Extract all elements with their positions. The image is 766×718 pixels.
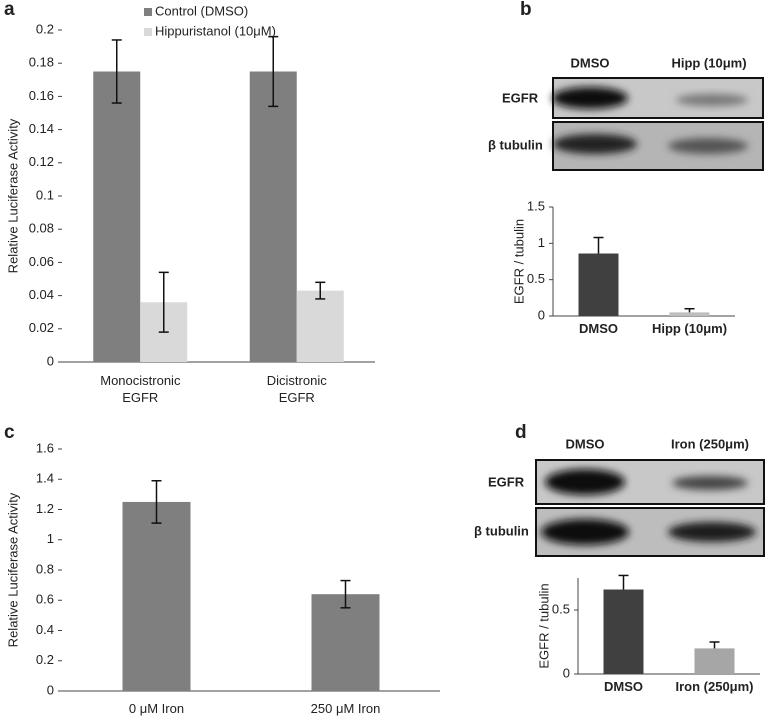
bar: [311, 594, 380, 691]
x-tick-label: DMSO: [579, 321, 618, 336]
y-tick-label: 0.5: [552, 601, 570, 616]
y-tick-label: 1.6: [36, 440, 54, 455]
y-tick-label: 0: [538, 307, 545, 322]
blot-column: Hipp (10μm): [671, 55, 746, 70]
x-tick-label-box: Hipp (10μm): [651, 321, 728, 336]
x-tick-label-box: 250 μM Iron: [310, 701, 381, 716]
error-bar: [158, 271, 169, 333]
bar: [93, 71, 141, 362]
error-bar: [340, 579, 351, 609]
x-tick-label: DMSO: [604, 679, 643, 694]
blot-row: β tubulin: [474, 523, 529, 538]
blot-spot: [668, 138, 748, 154]
blot-column: DMSO: [566, 436, 605, 451]
y-tick-label: 0.18: [29, 55, 54, 70]
y-tick-label: 0.2: [36, 21, 54, 36]
y-tick-label: 0.1: [36, 187, 54, 202]
x-tick-label-box: Iron (250μm): [675, 679, 754, 694]
x-tick-label-box: 0 μM Iron: [128, 701, 185, 716]
bar: [694, 648, 735, 674]
y-tick-label: 0.5: [527, 271, 545, 286]
y-tick-label: 0: [47, 682, 54, 697]
panel-label: d: [515, 422, 527, 443]
legend-swatch: [144, 28, 152, 36]
y-axis-label: EGFR / tubulin: [511, 219, 526, 304]
x-tick-label: 0 μM Iron: [128, 701, 185, 716]
x-tick-label: Iron (250μm): [675, 679, 754, 694]
y-tick-label: 1: [47, 531, 54, 546]
blot-spot: [676, 94, 748, 106]
blot-column: Iron (250μm): [671, 436, 749, 451]
y-tick-label: 0.04: [29, 287, 54, 302]
y-tick-label: 0.16: [29, 88, 54, 103]
x-tick-label-box: DMSO: [579, 321, 618, 336]
panel-label: a: [4, 0, 15, 20]
error-bar: [268, 35, 279, 108]
error-bar: [315, 281, 326, 300]
blot-row: β tubulin: [488, 137, 543, 152]
y-tick-label: 1.4: [36, 471, 54, 486]
y-tick-label: 0.02: [29, 320, 54, 335]
bar: [122, 501, 191, 691]
bar: [669, 312, 710, 316]
blot-row: EGFR: [502, 90, 539, 105]
y-axis-label: Relative Luciferase Activity: [5, 492, 20, 647]
blot-spot: [553, 134, 637, 154]
y-tick-label: 0.6: [36, 592, 54, 607]
y-tick-label: 0.06: [29, 254, 54, 269]
y-tick-label: 0.14: [29, 121, 54, 136]
legend-label: Hippuristanol (10μM): [155, 23, 276, 38]
blot-spot: [545, 469, 625, 495]
y-tick-label: 1.2: [36, 501, 54, 516]
bar: [578, 253, 619, 316]
x-tick-label-box: DMSO: [604, 679, 643, 694]
y-axis-label: Relative Luciferase Activity: [5, 118, 20, 273]
error-bar: [151, 480, 162, 524]
blot: DMSO Hipp (10μm) EGFR β tubulin: [488, 55, 764, 171]
x-tick-label-box: Monocistronic EGFR: [100, 373, 181, 405]
error-bar: [111, 39, 122, 104]
y-tick-label: 1.5: [527, 198, 545, 213]
y-tick-label: 0.08: [29, 221, 54, 236]
bar: [249, 71, 297, 362]
y-tick-label: 0.12: [29, 154, 54, 169]
y-tick-label: 0.2: [36, 652, 54, 667]
panel-label: b: [520, 0, 532, 20]
panel-label: c: [4, 422, 15, 443]
legend-swatch: [144, 8, 152, 16]
blot-spot: [541, 519, 629, 545]
y-tick-label: 0.8: [36, 561, 54, 576]
y-tick-label: 0: [563, 665, 570, 680]
y-tick-label: 0.4: [36, 622, 54, 637]
x-tick-label: Monocistronic EGFR: [100, 373, 181, 405]
x-tick-label: 250 μM Iron: [310, 701, 381, 716]
blot: DMSO Iron (250μm) EGFR β tubulin: [474, 436, 765, 557]
legend-label: Control (DMSO): [155, 3, 248, 18]
bar: [296, 290, 344, 362]
blot-spot: [672, 476, 748, 490]
error-bar: [593, 236, 604, 254]
error-bar: [684, 307, 695, 313]
error-bar: [709, 641, 720, 649]
y-tick-label: 0: [47, 353, 54, 368]
y-axis-label: EGFR / tubulin: [536, 583, 551, 668]
blot-spot: [552, 87, 628, 109]
y-tick-label: 1: [538, 235, 545, 250]
bar: [603, 589, 644, 674]
blot-spot: [668, 522, 756, 542]
x-tick-label: Dicistronic EGFR: [266, 373, 327, 405]
x-tick-label: Hipp (10μm): [651, 321, 728, 336]
blot-row: EGFR: [488, 474, 525, 489]
error-bar: [618, 574, 629, 590]
x-tick-label-box: Dicistronic EGFR: [266, 373, 327, 405]
blot-column: DMSO: [571, 55, 610, 70]
